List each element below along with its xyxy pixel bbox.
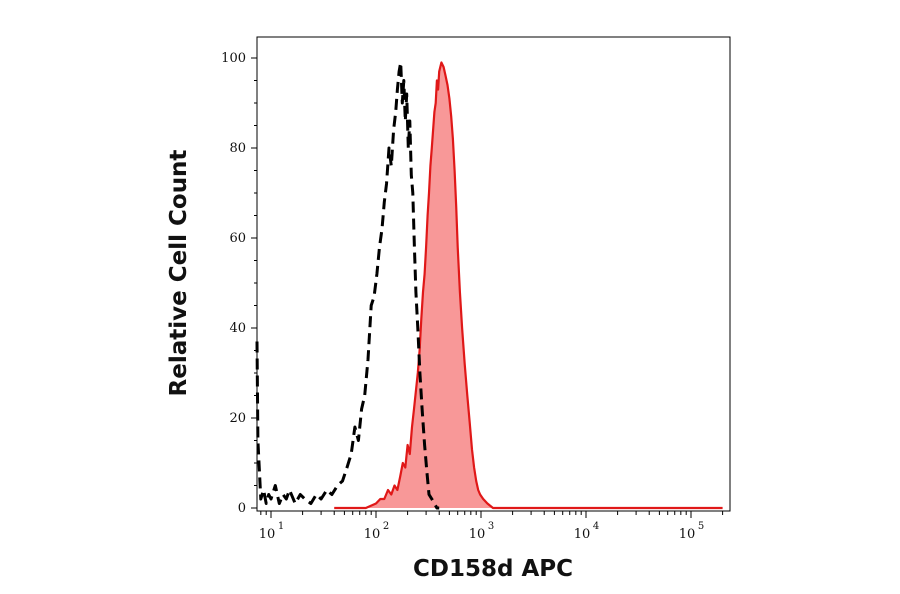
y-tick-label: 20 <box>229 411 246 426</box>
series-layer <box>255 61 723 510</box>
y-tick-label: 60 <box>229 231 246 246</box>
x-tick-exponent: 3 <box>488 521 494 532</box>
x-tick-label: 10 <box>574 527 591 542</box>
y-tick-label: 100 <box>221 51 246 66</box>
series-1-line <box>334 61 723 510</box>
y-tick-label: 80 <box>229 141 246 156</box>
x-tick-label: 10 <box>469 527 486 542</box>
series-0-line <box>255 61 440 510</box>
x-tick-exponent: 2 <box>383 521 389 532</box>
y-tick-label: 40 <box>229 321 246 336</box>
y-axis-title: Relative Cell Count <box>166 150 192 397</box>
y-tick-label: 0 <box>238 501 246 516</box>
x-tick-exponent: 4 <box>593 521 599 532</box>
x-tick-exponent: 1 <box>278 521 284 532</box>
x-axis-title: CD158d APC <box>413 556 573 582</box>
series-1-fill <box>334 62 723 508</box>
x-tick-exponent: 5 <box>698 521 704 532</box>
x-tick-label: 10 <box>259 527 276 542</box>
x-tick-label: 10 <box>679 527 696 542</box>
plot-frame <box>256 36 731 512</box>
x-tick-label: 10 <box>364 527 381 542</box>
